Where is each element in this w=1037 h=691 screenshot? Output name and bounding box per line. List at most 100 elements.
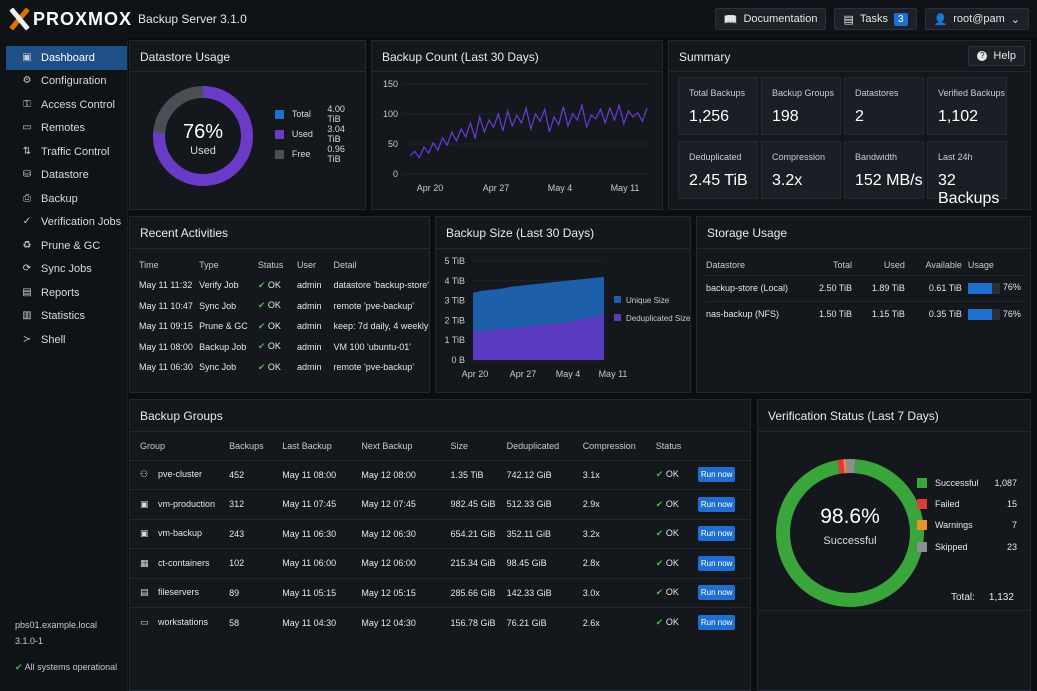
column-header: Size [450, 440, 469, 451]
summary-panel: Summary ? Help Total Backups 1,256 Backup G… [668, 40, 1031, 210]
table-row[interactable]: May 11 08:00 Backup Job ✔ OK admin VM 100 'u… [139, 337, 429, 358]
legend-swatch [917, 520, 927, 531]
documentation-button[interactable]: 📖 Documentation [714, 8, 827, 30]
backup-groups-table: Group Backups Last Backup Next Backup Size De… [130, 432, 750, 637]
sidebar: ▣ Dashboard ⚙ Configuration ⚿ Access Control ▭… [0, 38, 128, 691]
sidebar-item-verification-jobs[interactable]: ✓ Verification Jobs [6, 211, 127, 235]
cell-time: May 11 09:15 [139, 321, 193, 332]
run-now-button[interactable]: Run now [697, 585, 736, 601]
column-header: Backups [229, 440, 264, 451]
table-row[interactable]: ▣ vm-backup 243 May 11 06:30 May 12 06:30 654… [130, 519, 750, 549]
usage-bar [967, 282, 1000, 294]
legend-item: Used 3.04 TiB [275, 124, 360, 144]
status-text: OK [267, 320, 281, 331]
table-row[interactable]: May 11 09:15 Prune & GC ✔ OK admin keep: 7d … [139, 316, 429, 337]
table-row[interactable]: May 11 10:47 Sync Job ✔ OK admin remote 'pve… [139, 296, 429, 317]
check-icon: ✔ [655, 587, 666, 598]
legend-swatch [614, 296, 621, 303]
y-tick-label: 2 TiB [444, 315, 465, 325]
cell-backups: 312 [229, 499, 245, 510]
run-now-button[interactable]: Run now [697, 496, 736, 512]
verification-donut [776, 459, 924, 608]
column-header: Detail [333, 260, 357, 270]
tasks-button[interactable]: ▤ Tasks 3 [834, 8, 917, 30]
run-now-button[interactable]: Run now [697, 615, 736, 630]
table-row[interactable]: ▦ ct-containers 102 May 11 06:00 May 12 06:0… [130, 548, 750, 579]
cell-type: Prune & GC [199, 321, 248, 332]
cell-dedup: 512.33 GiB [506, 499, 552, 510]
status-text: OK [665, 469, 679, 480]
tile-label: Verified Backups [938, 88, 1006, 98]
donut-segment-failed [776, 459, 924, 608]
group-name: fileservers [158, 587, 200, 598]
chart-icon: ▥ [22, 310, 32, 322]
cell-group: ▭ workstations [130, 608, 229, 638]
table-row[interactable]: ▭ workstations 58 May 11 04:30 May 12 04:30 1… [130, 607, 750, 638]
cell-status: ✔ OK [656, 608, 698, 638]
backup-count-chart: 0 50 100 150 Apr 20 Apr 27 May 4 May 11 [383, 79, 648, 193]
table-row[interactable]: ▤ fileservers 89 May 11 05:15 May 12 05:15 28… [130, 578, 750, 608]
table-row[interactable]: ▣ vm-production 312 May 11 07:45 May 12 07:4… [130, 489, 750, 520]
cell-type: Sync Job [199, 300, 237, 311]
table-row[interactable]: ⚇ pve-cluster 452 May 11 08:00 May 12 08:00 1… [130, 460, 750, 490]
cell-total: 1.50 TiB [819, 309, 853, 320]
cell-group: ▦ ct-containers [130, 549, 229, 579]
book-icon: 📖 [723, 13, 738, 26]
y-tick-label: 4 TiB [444, 276, 465, 286]
y-tick-label: 100 [383, 109, 398, 119]
check-icon: ✓ [22, 216, 32, 228]
sidebar-item-dashboard[interactable]: ▣ Dashboard [6, 46, 127, 70]
table-row[interactable]: May 11 06:30 Sync Job ✔ OK admin remote 'pve… [139, 357, 429, 378]
run-now-button[interactable]: Run now [697, 526, 736, 542]
sidebar-item-datastore[interactable]: ⛁ Datastore [6, 164, 127, 188]
summary-tile-backup-groups: Backup Groups 198 [761, 77, 841, 135]
cell-usage: 76% [967, 275, 1026, 301]
group-name: pve-cluster [158, 469, 203, 480]
sidebar-item-traffic-control[interactable]: ⇅ Traffic Control [6, 140, 127, 164]
sync-icon: ⟳ [22, 263, 32, 275]
user-menu-button[interactable]: 👤 root@pam ⌄ [924, 8, 1029, 30]
monitor-icon: ▭ [140, 617, 149, 627]
datastore-donut [153, 86, 253, 186]
sidebar-item-prune-gc[interactable]: ♻ Prune & GC [6, 234, 127, 258]
storage-usage-panel: Storage Usage Datastore Total Used Availabl… [696, 216, 1031, 393]
verification-total: Total: 1,132 [951, 592, 1014, 603]
sidebar-item-remotes[interactable]: ▭ Remotes [6, 117, 127, 141]
sidebar-item-reports[interactable]: ▤ Reports [6, 281, 127, 305]
legend-item: Skipped 23 [917, 536, 1017, 557]
legend-value: 23 [1006, 541, 1017, 552]
sidebar-item-configuration[interactable]: ⚙ Configuration [6, 70, 127, 94]
sidebar-item-sync-jobs[interactable]: ⟳ Sync Jobs [6, 258, 127, 282]
cell-detail: remote 'pve-backup' [333, 300, 414, 311]
sidebar-item-backup[interactable]: ⎙ Backup [6, 187, 127, 211]
legend-value: 15 [1006, 498, 1017, 509]
run-now-button[interactable]: Run now [697, 555, 736, 571]
table-row[interactable]: May 11 11:32 Verify Job ✔ OK admin datastore… [139, 275, 429, 296]
cell-user: admin [297, 280, 322, 291]
cell-size: 285.66 GiB [450, 587, 496, 598]
help-button[interactable]: ? Help [968, 46, 1025, 66]
recent-activities-table: Time Type Status User Detail May 11 11:32 Veri… [139, 255, 429, 378]
summary-tile-total-backups: Total Backups 1,256 [678, 77, 758, 135]
sidebar-item-label: Shell [41, 333, 66, 346]
cell-status: ✔ OK [656, 549, 698, 579]
legend-swatch [275, 109, 284, 119]
table-row[interactable]: nas-backup (NFS) 1.50 TiB 1.15 TiB 0.35 TiB… [706, 301, 1026, 327]
legend-label: Free [291, 149, 311, 159]
legend-value: 7 [1011, 520, 1017, 531]
run-now-button[interactable]: Run now [697, 467, 736, 483]
sidebar-item-access-control[interactable]: ⚿ Access Control [6, 93, 127, 117]
sidebar-item-shell[interactable]: ≻ Shell [6, 328, 127, 352]
cell-dedup: 76.21 GiB [506, 617, 547, 628]
terminal-icon: ≻ [22, 333, 32, 345]
cell-size: 654.21 GiB [450, 528, 496, 539]
sidebar-item-statistics[interactable]: ▥ Statistics [6, 305, 127, 329]
cell-status: ✔ OK [258, 337, 297, 358]
backup-size-panel: Backup Size (Last 30 Days) 0 B 1 TiB 2 TiB… [435, 216, 691, 393]
table-row[interactable]: backup-store (Local) 2.50 TiB 1.89 TiB 0.61… [706, 275, 1026, 301]
panel-title: Storage Usage [707, 226, 788, 240]
cell-status: ✔ OK [258, 296, 297, 317]
group-name: vm-backup [158, 528, 203, 539]
legend-swatch [917, 541, 927, 552]
legend-swatch [917, 498, 927, 509]
